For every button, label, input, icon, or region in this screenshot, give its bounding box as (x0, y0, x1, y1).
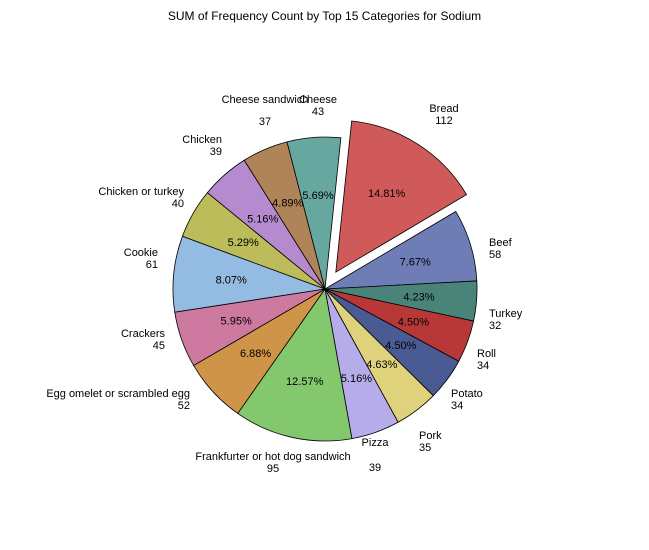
percent-label-cookie: 8.07% (216, 275, 247, 287)
percent-label-roll: 4.50% (398, 317, 429, 329)
category-name-potato: Potato (451, 388, 483, 400)
percent-label-pork: 4.63% (366, 359, 397, 371)
pie-slice-cheese (286, 136, 342, 290)
pie-slices (172, 120, 478, 442)
category-value-cookie: 61 (146, 259, 158, 271)
percent-label-beef: 7.67% (400, 257, 431, 269)
percent-label-crackers: 5.95% (221, 315, 252, 327)
category-value-turkey: 32 (489, 320, 501, 332)
category-value-frankfurter-or-hot-dog-sandwich: 95 (267, 463, 279, 475)
chart-title: SUM of Frequency Count by Top 15 Categor… (167, 9, 482, 23)
category-value-egg-omelet-or-scrambled-egg: 52 (178, 400, 190, 412)
percent-label-egg-omelet-or-scrambled-egg: 6.88% (240, 348, 271, 360)
category-name-pizza: Pizza (362, 437, 390, 449)
category-value-chicken: 39 (210, 146, 222, 158)
category-name-roll: Roll (477, 348, 496, 360)
category-name-chicken-or-turkey: Chicken or turkey (98, 186, 184, 198)
category-value-potato: 34 (451, 400, 463, 412)
percent-label-cheese: 5.69% (302, 190, 333, 202)
category-value-cheese: 43 (312, 106, 324, 118)
category-name-frankfurter-or-hot-dog-sandwich: Frankfurter or hot dog sandwich (195, 451, 350, 463)
category-name-cookie: Cookie (124, 247, 158, 259)
percent-label-frankfurter-or-hot-dog-sandwich: 12.57% (286, 376, 324, 388)
percent-label-chicken-or-turkey: 5.29% (228, 237, 259, 249)
category-name-egg-omelet-or-scrambled-egg: Egg omelet or scrambled egg (46, 388, 190, 400)
category-value-pork: 35 (419, 442, 431, 454)
percent-label-cheese-sandwich: 4.89% (272, 197, 303, 209)
category-name-cheese-sandwich: Cheese sandwich (222, 94, 309, 106)
category-value-cheese-sandwich: 37 (259, 116, 271, 128)
percent-label-bread: 14.81% (368, 188, 406, 200)
category-value-bread: 112 (435, 115, 453, 127)
category-name-pork: Pork (419, 430, 442, 442)
category-name-turkey: Turkey (489, 308, 523, 320)
category-value-crackers: 45 (153, 340, 165, 352)
category-value-beef: 58 (489, 249, 501, 261)
category-name-crackers: Crackers (121, 328, 166, 340)
category-name-beef: Beef (489, 237, 513, 249)
percent-label-pizza: 5.16% (341, 373, 372, 385)
percent-label-potato: 4.50% (385, 340, 416, 352)
percent-label-turkey: 4.23% (403, 292, 434, 304)
category-name-bread: Bread (429, 103, 458, 115)
category-name-chicken: Chicken (182, 134, 222, 146)
category-value-pizza: 39 (369, 462, 381, 474)
percent-label-chicken: 5.16% (247, 213, 278, 225)
pie-slice-bread (335, 120, 468, 273)
category-value-roll: 34 (477, 360, 489, 372)
category-name-cheese: Cheese (299, 94, 337, 106)
percent-labels: 14.81% 7.67% 4.23% 4.50% 4.50% 4.63% 5.16% 12.5… (216, 188, 435, 388)
category-labels: Bread112Beef58Turkey32Roll34Potato34Pork… (46, 94, 522, 475)
pie-slice-frankfurter-or-hot-dog-sandwich (237, 287, 353, 442)
category-value-chicken-or-turkey: 40 (172, 198, 184, 210)
